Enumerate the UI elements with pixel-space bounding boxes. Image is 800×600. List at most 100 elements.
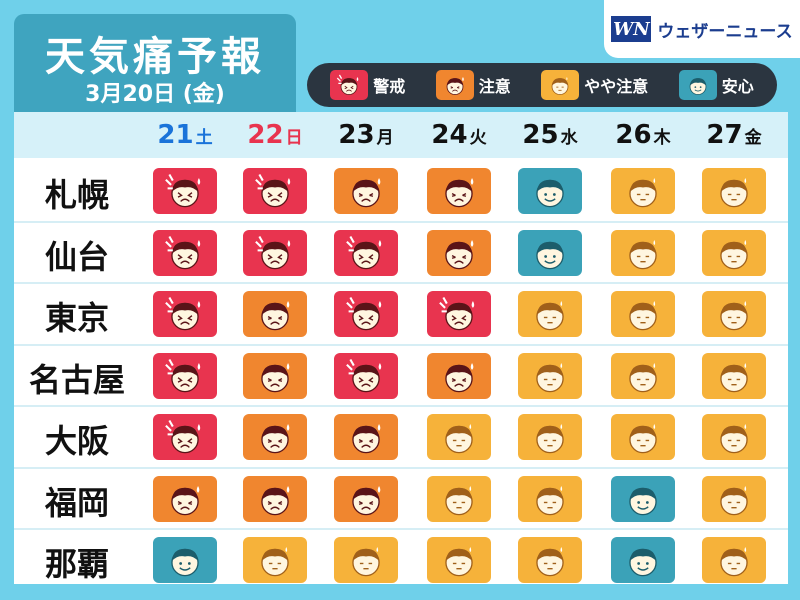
forecast-cell-warning (153, 229, 217, 276)
day-of-week: 金 (744, 128, 762, 148)
face-slight-caution-icon (720, 177, 748, 208)
forecast-cell-warning (243, 168, 307, 214)
face-caution-icon (445, 177, 474, 208)
forecast-cell-warning (427, 291, 491, 337)
day-header: 21 土 (140, 120, 230, 150)
forecast-cell-warning (243, 229, 307, 276)
row-divider (14, 528, 788, 530)
forecast-cell-safe (153, 537, 217, 583)
face-slight-caution-icon (720, 300, 748, 331)
face-slight-caution-icon (541, 70, 580, 100)
forecast-cell-caution (334, 168, 398, 214)
forecast-cell-caution (427, 229, 491, 276)
weathernews-logo-icon: WN (611, 16, 652, 42)
face-slight-caution-icon (445, 546, 473, 577)
city-name: 大阪 (44, 422, 109, 460)
face-slight-caution-icon (629, 423, 657, 454)
page-title: 天気痛予報 (45, 34, 265, 80)
day-number: 25 (522, 120, 559, 150)
legend-item-warning: 警戒 (330, 70, 405, 100)
face-slight-caution-icon (445, 485, 473, 515)
city-name: 仙台 (44, 237, 109, 276)
forecast-cell-safe (611, 537, 675, 583)
face-slight-caution-icon (536, 362, 564, 392)
day-of-week: 土 (195, 128, 213, 148)
forecast-date: 3月20日 (金) (85, 82, 225, 107)
legend-label: 安心 (721, 77, 754, 96)
forecast-cell-caution (427, 168, 491, 214)
day-of-week: 木 (653, 128, 671, 148)
row-divider (14, 220, 788, 223)
face-caution-icon (445, 362, 474, 392)
forecast-cell-slight-caution (518, 414, 582, 460)
day-number: 22 (247, 120, 284, 150)
face-slight-caution-icon (720, 423, 748, 454)
forecast-cell-slight-caution (611, 168, 675, 214)
legend-item-slight-caution: やや注意 (541, 70, 648, 100)
city-name: 名古屋 (28, 360, 125, 399)
face-slight-caution-icon (629, 300, 657, 331)
face-slight-caution-icon (536, 300, 564, 331)
forecast-cell-caution (427, 352, 491, 399)
forecast-cell-slight-caution (611, 352, 675, 399)
face-caution-icon (261, 362, 290, 392)
face-caution-icon (261, 423, 290, 454)
forecast-cell-slight-caution (611, 414, 675, 460)
forecast-table: 21 土 22 日 23 月 24 火 25 水 26 木 27 金 札幌 仙台 東京 名古屋 大阪 福岡 那覇 (14, 112, 788, 584)
forecast-cell-slight-caution (243, 537, 307, 583)
face-slight-caution-icon (445, 423, 473, 454)
face-safe-icon (536, 241, 564, 269)
brand-logo-area[interactable]: WN ウェザーニュース (604, 0, 800, 58)
day-of-week: 日 (285, 128, 303, 148)
face-caution-icon (352, 423, 381, 454)
forecast-cell-slight-caution (518, 537, 582, 583)
face-caution-icon (352, 485, 381, 515)
forecast-cell-caution (334, 475, 398, 522)
day-number: 21 (157, 120, 194, 150)
day-number: 24 (431, 120, 468, 150)
face-caution-icon (171, 485, 200, 515)
day-header: 24 火 (414, 120, 504, 150)
forecast-cell-warning (334, 352, 398, 399)
forecast-cell-slight-caution (427, 475, 491, 522)
face-slight-caution-icon (352, 546, 380, 577)
city-name: 福岡 (44, 483, 109, 522)
face-safe-icon (629, 487, 657, 515)
face-safe-icon (536, 179, 564, 208)
face-warning-icon (165, 296, 201, 331)
forecast-cell-slight-caution (702, 229, 766, 276)
day-number: 26 (615, 120, 652, 150)
day-header: 26 木 (598, 120, 688, 150)
forecast-cell-safe (518, 229, 582, 276)
forecast-cell-slight-caution (702, 168, 766, 214)
legend-label: 注意 (478, 77, 511, 96)
row-divider (14, 405, 788, 407)
forecast-cell-caution (153, 475, 217, 522)
face-safe-icon (678, 70, 717, 100)
face-caution-icon (352, 177, 381, 208)
face-warning-icon (439, 296, 475, 331)
face-slight-caution-icon (720, 239, 748, 269)
day-header: 25 水 (505, 120, 595, 150)
day-number: 27 (706, 120, 743, 150)
face-caution-icon (435, 70, 474, 100)
forecast-cell-slight-caution (427, 537, 491, 583)
face-slight-caution-icon (536, 485, 564, 515)
forecast-cell-slight-caution (427, 414, 491, 460)
face-caution-icon (445, 239, 474, 269)
face-slight-caution-icon (720, 362, 748, 392)
forecast-cell-slight-caution (702, 475, 766, 522)
brand-name: ウェザーニュース (657, 21, 793, 42)
forecast-cell-slight-caution (518, 291, 582, 337)
face-warning-icon (255, 173, 291, 208)
day-of-week: 月 (376, 128, 394, 148)
forecast-cell-slight-caution (518, 475, 582, 522)
date-header-row: 21 土 22 日 23 月 24 火 25 水 26 木 27 金 (14, 112, 788, 158)
face-slight-caution-icon (261, 546, 289, 577)
row-divider (14, 343, 788, 346)
forecast-cell-slight-caution (611, 291, 675, 337)
face-slight-caution-icon (720, 546, 748, 577)
face-warning-icon (165, 173, 201, 208)
day-of-week: 火 (469, 128, 487, 148)
day-of-week: 水 (560, 128, 578, 148)
